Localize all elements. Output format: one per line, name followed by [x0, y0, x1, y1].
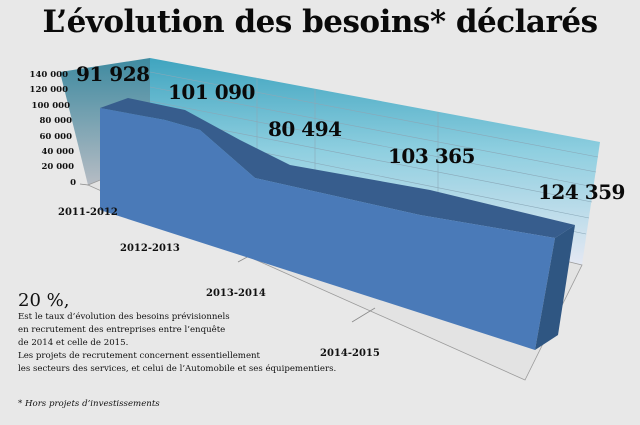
x-tick-2011-2012: 2011-2012: [58, 207, 118, 218]
area-top-face: [100, 98, 575, 238]
y-tick-100000: 100 000: [31, 101, 70, 111]
note-line: en recrutement des entreprises entre l’e…: [18, 325, 226, 335]
x-tick-2013-2014: 2013-2014: [206, 288, 266, 299]
area-front-face: [100, 108, 555, 350]
y-tick-20000: 20 000: [41, 162, 74, 172]
footnote: * Hors projets d’investissements: [18, 399, 160, 409]
y-tick-80000: 80 000: [39, 116, 72, 126]
x-tick-2014-2015: 2014-2015: [320, 348, 380, 359]
x-tick-2012-2013: 2012-2013: [120, 243, 180, 254]
y-tick-120000: 120 000: [29, 85, 68, 95]
y-tick-0: 0: [70, 178, 76, 188]
data-label-2014-2015: 103 365: [388, 144, 475, 168]
data-label-2011-2012: 91 928: [76, 62, 150, 86]
y-tick-140000: 140 000: [29, 70, 68, 80]
note-line: les secteurs des services, et celui de l…: [18, 364, 337, 374]
data-label-2012-2013: 101 090: [168, 80, 255, 104]
note-line: Les projets de recrutement concernent es…: [18, 351, 261, 361]
area-end-face: [535, 225, 575, 350]
y-tick-60000: 60 000: [39, 132, 72, 142]
y-tick-40000: 40 000: [41, 147, 74, 157]
data-label-2015-2016: 124 359: [538, 180, 625, 204]
page-title: L’évolution des besoins* déclarés: [42, 4, 598, 40]
note-line: Est le taux d’évolution des besoins prév…: [18, 312, 230, 322]
summary-note: 20 %, Est le taux d’évolution des besoin…: [18, 291, 336, 376]
data-label-2013-2014: 80 494: [268, 117, 342, 141]
note-line: de 2014 et celle de 2015.: [18, 338, 129, 348]
note-headline: 20 %,: [18, 290, 70, 311]
